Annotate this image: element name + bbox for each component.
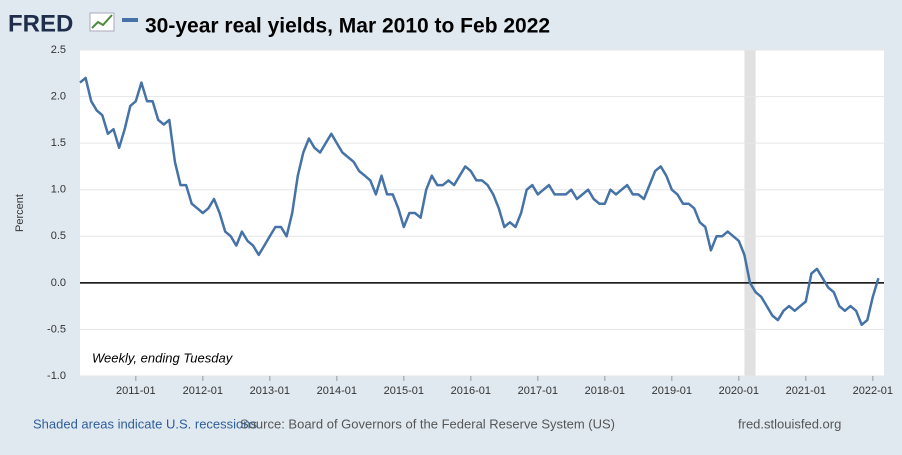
source: Source: Board of Governors of the Federa… (240, 416, 615, 431)
x-tick-label: 2019-01 (652, 385, 692, 397)
chart-title: 30-year real yields, Mar 2010 to Feb 202… (145, 15, 550, 38)
recession-shade (744, 50, 756, 376)
y-tick-label: 2.5 (51, 44, 66, 56)
y-axis-label: Percent (14, 194, 26, 232)
x-tick-label: 2021-01 (786, 385, 826, 397)
logo[interactable]: FRED (8, 10, 73, 37)
y-tick-label: 0.0 (51, 277, 66, 289)
x-tick-label: 2018-01 (585, 385, 625, 397)
x-tick-label: 2013-01 (250, 385, 290, 397)
y-tick-label: 0.5 (51, 230, 66, 242)
plot-area (80, 50, 884, 376)
logo-icon (89, 12, 115, 32)
annotation: Weekly, ending Tuesday (92, 350, 234, 365)
x-tick-label: 2020-01 (719, 385, 759, 397)
data-line (79, 76, 880, 327)
site-link[interactable]: fred.stlouisfed.org (738, 416, 841, 431)
x-tick-label: 2017-01 (518, 385, 558, 397)
recession-note[interactable]: Shaded areas indicate U.S. recessions (33, 416, 258, 431)
x-tick-label: 2012-01 (183, 385, 223, 397)
y-tick-label: 1.5 (51, 137, 66, 149)
y-tick-label: 1.0 (51, 184, 66, 196)
y-tick-label: -1.0 (47, 370, 66, 382)
x-tick-label: 2022-01 (853, 385, 893, 397)
x-tick-label: 2014-01 (317, 385, 357, 397)
x-tick-label: 2011-01 (116, 385, 156, 397)
y-tick-label: -0.5 (47, 323, 66, 335)
y-tick-label: 2.0 (51, 90, 66, 102)
x-tick-label: 2016-01 (451, 385, 491, 397)
x-tick-label: 2015-01 (384, 385, 424, 397)
